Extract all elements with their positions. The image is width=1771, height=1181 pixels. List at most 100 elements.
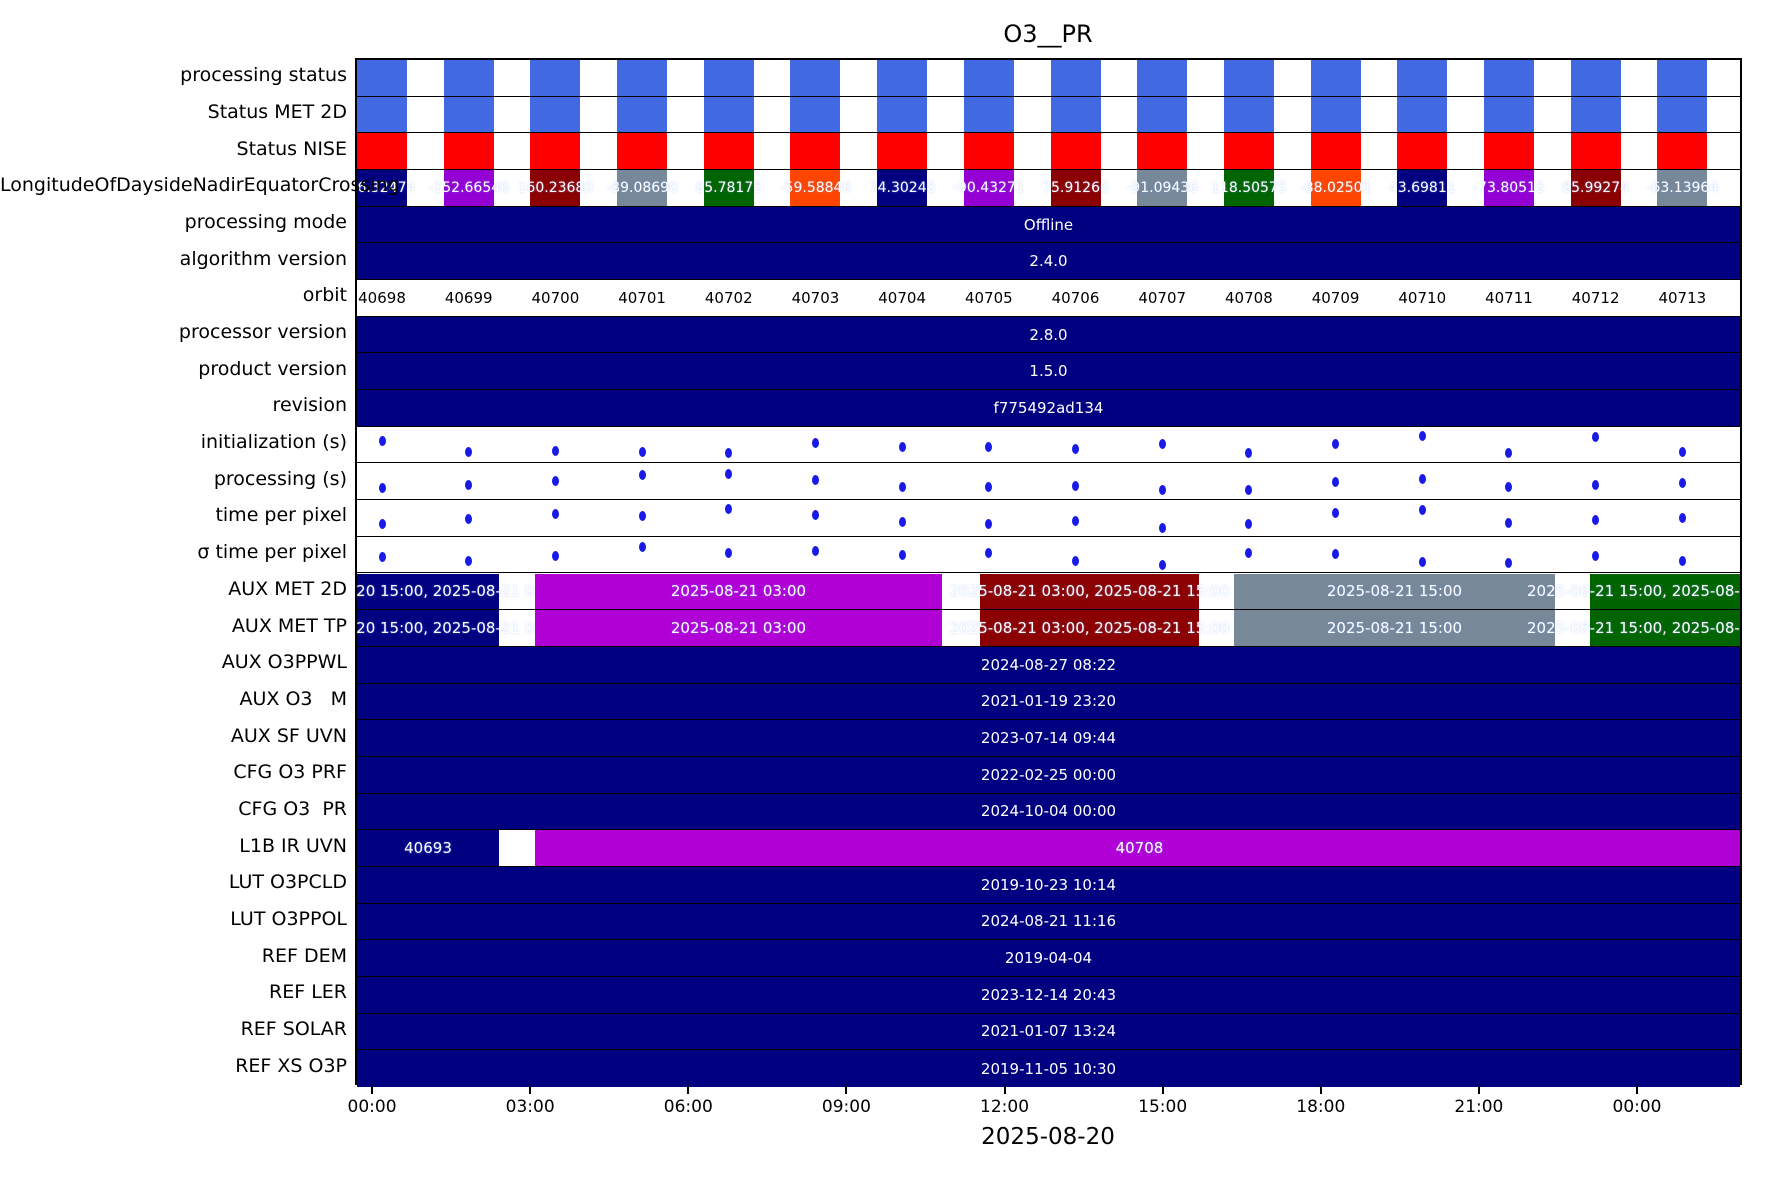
row-label: AUX O3 M bbox=[239, 687, 347, 710]
status-block bbox=[1050, 96, 1101, 133]
data-point bbox=[1678, 513, 1686, 524]
data-point bbox=[1332, 439, 1340, 450]
chart-row: 1.5.0 bbox=[357, 353, 1740, 391]
orbit-number: 40707 bbox=[1138, 288, 1187, 307]
timeline-segment: 2025-08-21 03:00, 2025-08-21 15:00 bbox=[950, 573, 1229, 610]
chart-row: 2023-07-14 09:44 bbox=[357, 720, 1740, 757]
status-block bbox=[790, 133, 841, 170]
timeline-segment: 2025-08-21 03:00, 2025-08-21 15:00 bbox=[950, 610, 1229, 646]
row-label: processing status bbox=[180, 64, 347, 87]
status-block bbox=[1570, 60, 1621, 96]
status-block bbox=[1050, 170, 1101, 206]
status-block bbox=[1483, 60, 1534, 96]
data-point bbox=[1245, 548, 1253, 559]
bar-label: 2024-08-27 08:22 bbox=[980, 655, 1117, 674]
status-block bbox=[530, 60, 581, 96]
data-point bbox=[465, 479, 473, 490]
status-block bbox=[1397, 133, 1448, 170]
data-point bbox=[1158, 485, 1166, 496]
status-block bbox=[1137, 96, 1188, 133]
status-block bbox=[617, 133, 668, 170]
data-point bbox=[725, 468, 733, 479]
row-label: CFG O3 PRF bbox=[233, 761, 347, 784]
status-block bbox=[1137, 133, 1188, 170]
status-block bbox=[1310, 96, 1361, 133]
row-label: processing mode bbox=[184, 211, 347, 234]
axis-tick-label: 21:00 bbox=[1454, 1097, 1504, 1117]
status-block bbox=[1570, 133, 1621, 170]
orbit-number: 40705 bbox=[964, 288, 1013, 307]
data-point bbox=[1592, 432, 1600, 443]
segment-label: 40708 bbox=[1115, 839, 1164, 858]
orbit-number: 40711 bbox=[1485, 288, 1533, 307]
status-block bbox=[617, 170, 668, 206]
data-point bbox=[551, 445, 559, 456]
chart-row bbox=[357, 463, 1740, 501]
segment-label: 2025-08-21 15:00, 2025-08-22 03:00 bbox=[1527, 582, 1740, 601]
orbit-number: 40699 bbox=[444, 288, 493, 307]
orbit-number: 40708 bbox=[1225, 288, 1273, 307]
row-label: revision bbox=[272, 394, 347, 417]
timeline-segment: 40708 bbox=[534, 830, 1740, 866]
status-block bbox=[1050, 60, 1101, 96]
status-block bbox=[1570, 170, 1621, 206]
data-point bbox=[1505, 517, 1513, 528]
status-block bbox=[790, 60, 841, 96]
data-point bbox=[465, 556, 473, 567]
chart-row: f775492ad134 bbox=[357, 390, 1740, 427]
data-point bbox=[1158, 522, 1166, 533]
data-point bbox=[811, 437, 819, 448]
block-value: -63.13964 bbox=[1646, 179, 1719, 196]
data-point bbox=[1332, 477, 1340, 488]
data-point bbox=[638, 469, 646, 480]
bar-label: 2019-10-23 10:14 bbox=[980, 875, 1117, 894]
axis-tick bbox=[1477, 1085, 1480, 1094]
status-block bbox=[1223, 133, 1274, 170]
block-value: 75.91266 bbox=[1042, 179, 1109, 196]
timeline-segment: 2025-08-21 15:00, 2025-08-22 03:00 bbox=[1527, 610, 1740, 646]
data-point bbox=[551, 551, 559, 562]
status-block bbox=[617, 96, 668, 133]
orbit-number: 40698 bbox=[358, 288, 406, 307]
orbit-number: 40712 bbox=[1571, 288, 1620, 307]
data-point bbox=[1678, 446, 1686, 457]
status-block bbox=[877, 133, 928, 170]
data-point bbox=[1332, 507, 1340, 518]
plot-area: 76.32474 -152.66546 160.23680 -89.08690 85.7… bbox=[355, 58, 1742, 1087]
row-label: L1B IR UVN bbox=[239, 834, 347, 857]
bar-label: f775492ad134 bbox=[993, 398, 1104, 417]
axis-tick-label: 09:00 bbox=[821, 1097, 871, 1117]
data-point bbox=[1245, 484, 1253, 495]
row-label: σ time per pixel bbox=[197, 541, 347, 564]
data-point bbox=[1678, 555, 1686, 566]
timeline-segment: 2025-08-21 15:00 bbox=[1234, 610, 1555, 646]
segment-label: 2025-08-21 03:00 bbox=[670, 582, 807, 601]
row-label: product version bbox=[198, 357, 347, 380]
axis-tick bbox=[1319, 1085, 1322, 1094]
status-block bbox=[1397, 60, 1448, 96]
data-point bbox=[1418, 556, 1426, 567]
axis-tick bbox=[687, 1085, 690, 1094]
chart-row: 2019-04-04 bbox=[357, 940, 1740, 977]
chart-row bbox=[357, 96, 1740, 134]
status-block bbox=[1223, 96, 1274, 133]
row-label: AUX MET TP bbox=[231, 614, 347, 637]
status-block bbox=[1657, 170, 1708, 206]
row-label: AUX O3PPWL bbox=[221, 651, 347, 674]
row-label: algorithm version bbox=[179, 247, 347, 270]
data-point bbox=[985, 548, 993, 559]
data-point bbox=[378, 518, 386, 529]
bar-label: 2023-12-14 20:43 bbox=[980, 985, 1117, 1004]
bar-label: 2.4.0 bbox=[1029, 252, 1068, 271]
data-point bbox=[1505, 557, 1513, 568]
axis-tick-label: 12:00 bbox=[980, 1097, 1030, 1117]
status-block bbox=[530, 133, 581, 170]
block-value: 74.30248 bbox=[868, 179, 936, 196]
data-point bbox=[1072, 555, 1079, 566]
data-point bbox=[378, 436, 386, 447]
bar-label: 2.8.0 bbox=[1029, 325, 1068, 344]
bar-label: 2023-07-14 09:44 bbox=[980, 729, 1117, 748]
block-value: 85.78175 bbox=[695, 179, 763, 196]
status-block bbox=[1310, 60, 1361, 96]
bar-label: 1.5.0 bbox=[1029, 362, 1068, 381]
